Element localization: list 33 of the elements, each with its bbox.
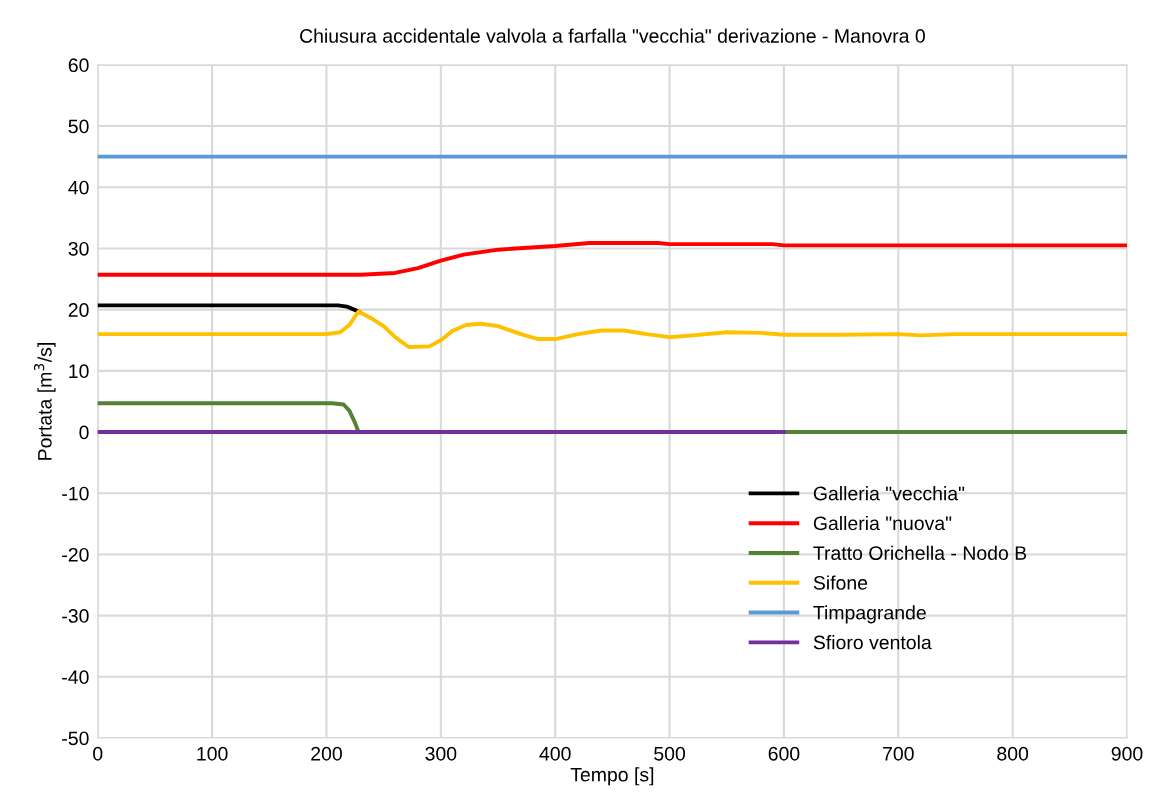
legend-label: Galleria "nuova" [813, 515, 952, 531]
x-tick-label: 300 [425, 746, 457, 761]
y-tick-label: -40 [62, 670, 89, 685]
x-tick-label: 0 [93, 746, 103, 761]
y-tick-label: 0 [79, 425, 89, 440]
x-tick-label: 700 [883, 746, 914, 761]
y-axis-title: Portata [m$^{3}$/s] [33, 343, 56, 460]
y-tick-label: -30 [62, 609, 89, 623]
x-tick-label: 400 [539, 746, 571, 761]
x-tick-label: 500 [654, 746, 686, 761]
x-tick-label: 100 [197, 746, 228, 761]
line-series [97, 241, 1127, 277]
y-tick-label: 20 [68, 303, 89, 317]
x-tick-label: 600 [768, 746, 800, 761]
x-tick-label: 200 [311, 746, 342, 761]
y-tick-label: -50 [62, 731, 89, 746]
y-tick-label: 50 [68, 119, 89, 134]
y-tick-label: -20 [62, 547, 89, 562]
legend-label: Galleria "vecchia" [813, 486, 965, 501]
legend-label: Sifone [813, 575, 868, 590]
y-tick-label: 30 [68, 241, 89, 256]
y-tick-label: 60 [68, 58, 89, 73]
x-tick-label: 900 [1111, 746, 1143, 761]
y-tick-label: 10 [69, 364, 89, 379]
legend-label: Timpagrande [813, 605, 926, 624]
legend-label: Tratto Orichella - Nodo B [813, 545, 1027, 560]
x-tick-label: 800 [997, 746, 1029, 761]
legend-label: Sfioro ventola [813, 635, 932, 650]
x-axis-title: Tempo [s] [570, 767, 654, 786]
y-tick-label: 40 [68, 180, 89, 195]
chart-title: Chiusura accidentale valvola a farfalla "vecchia" derivazione - Manovra 0 [300, 28, 925, 43]
y-tick-label: -10 [62, 486, 89, 501]
line-series [97, 309, 1127, 349]
